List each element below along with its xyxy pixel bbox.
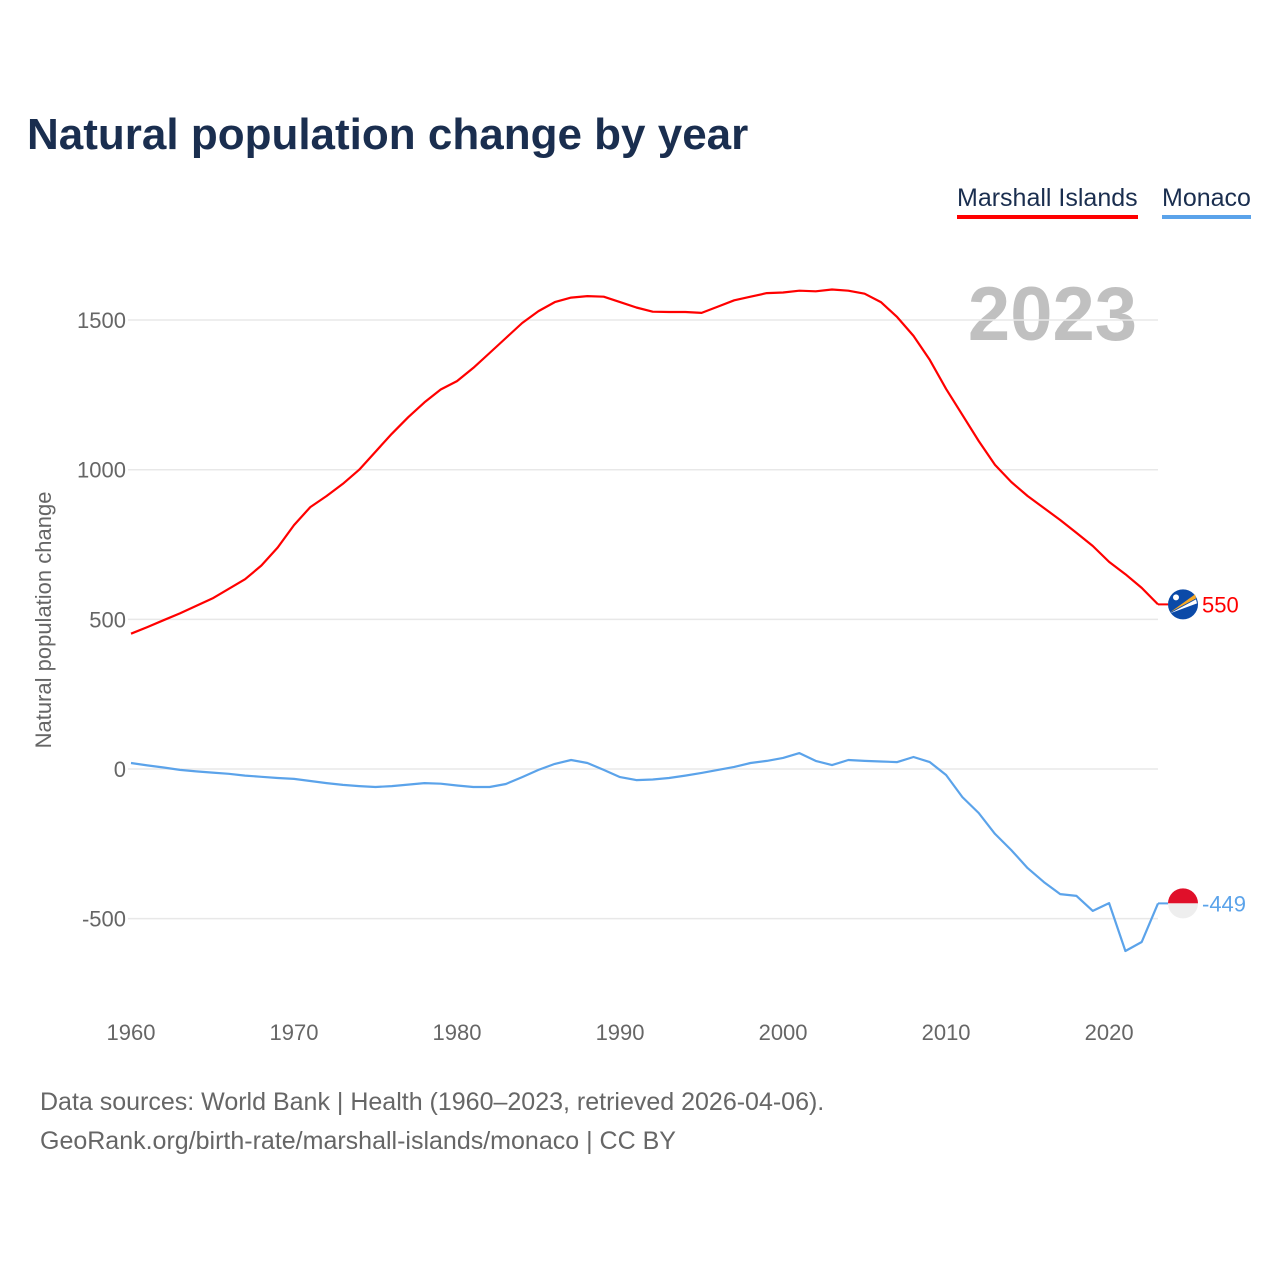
x-tick-label: 2010: [922, 1020, 971, 1045]
flag-star: [1173, 594, 1179, 601]
x-tick-label: 1960: [107, 1020, 156, 1045]
y-tick-label: 1500: [77, 308, 126, 333]
legend-monaco[interactable]: Monaco: [1162, 184, 1251, 219]
source-line: Data sources: World Bank | Health (1960–…: [40, 1088, 825, 1116]
series-line-marshall-islands: [130, 288, 1159, 635]
legend-marshall-islands[interactable]: Marshall Islands: [957, 184, 1138, 219]
monaco-flag-icon: [1168, 888, 1198, 904]
x-tick-label: 2000: [759, 1020, 808, 1045]
flag-stripe-orange: [1170, 594, 1196, 613]
x-tick-label: 1970: [270, 1020, 319, 1045]
y-tick-label: 1000: [77, 458, 126, 483]
x-tick-label: 1980: [433, 1020, 482, 1045]
monaco-flag-icon-lower: [1168, 903, 1198, 919]
x-tick-label: 1990: [596, 1020, 645, 1045]
y-axis-label: Natural population change: [31, 492, 56, 749]
y-tick-label: 0: [114, 757, 126, 782]
x-tick-label: 2020: [1085, 1020, 1134, 1045]
end-value-label: -449: [1202, 891, 1246, 916]
flag-stripe-white: [1170, 599, 1197, 614]
year-watermark: 2023: [968, 272, 1137, 357]
y-tick-label: 500: [89, 607, 126, 632]
end-value-label: 550: [1202, 592, 1239, 617]
series-line-monaco: [130, 751, 1160, 953]
chart-title: Natural population change by year: [27, 110, 749, 159]
attribution-line[interactable]: GeoRank.org/birth-rate/marshall-islands/…: [40, 1127, 676, 1155]
y-tick-label: -500: [82, 907, 126, 932]
